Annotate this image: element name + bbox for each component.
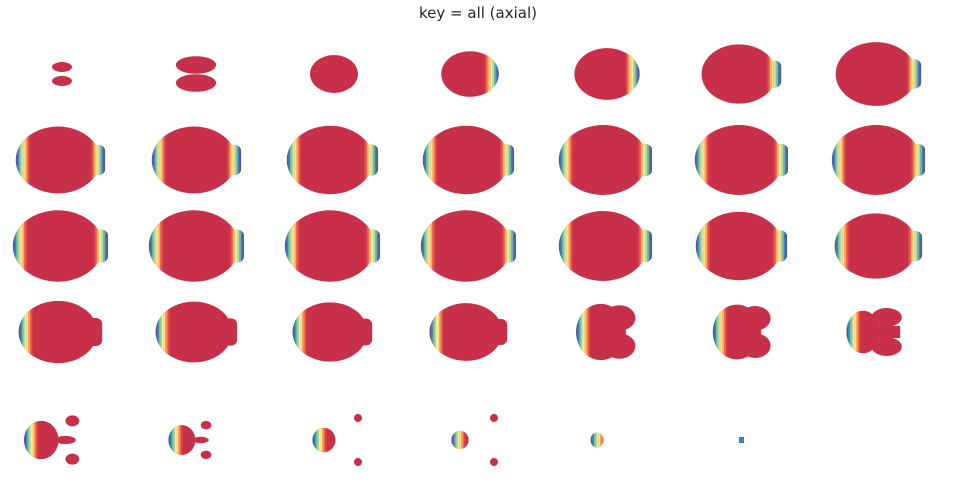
axial-slice xyxy=(274,290,394,374)
axial-slice xyxy=(274,32,394,116)
axial-slice xyxy=(683,118,803,202)
axial-slice xyxy=(683,204,803,288)
axial-slice xyxy=(820,118,940,202)
axial-slice xyxy=(2,118,122,202)
axial-slice xyxy=(683,32,803,116)
axial-slice xyxy=(138,290,258,374)
axial-slice xyxy=(274,204,394,288)
axial-slice xyxy=(2,204,122,288)
axial-slice xyxy=(138,398,258,482)
axial-slice xyxy=(547,32,667,116)
axial-slice xyxy=(2,290,122,374)
axial-slice xyxy=(2,32,122,116)
axial-slice xyxy=(547,398,667,482)
axial-slice xyxy=(683,398,803,482)
axial-slice xyxy=(410,118,530,202)
figure-title: key = all (axial) xyxy=(419,4,537,22)
axial-slice xyxy=(138,204,258,288)
axial-slice xyxy=(410,32,530,116)
axial-slice xyxy=(138,118,258,202)
axial-slice xyxy=(547,118,667,202)
axial-slice xyxy=(410,290,530,374)
axial-slice xyxy=(547,290,667,374)
axial-slice xyxy=(820,32,940,116)
axial-slice xyxy=(138,32,258,116)
axial-slice xyxy=(274,118,394,202)
axial-slice xyxy=(2,398,122,482)
axial-slice xyxy=(820,290,940,374)
axial-slice xyxy=(274,398,394,482)
axial-slice xyxy=(820,204,940,288)
axial-slice xyxy=(410,204,530,288)
axial-slice xyxy=(683,290,803,374)
axial-slice xyxy=(547,204,667,288)
axial-slice xyxy=(410,398,530,482)
